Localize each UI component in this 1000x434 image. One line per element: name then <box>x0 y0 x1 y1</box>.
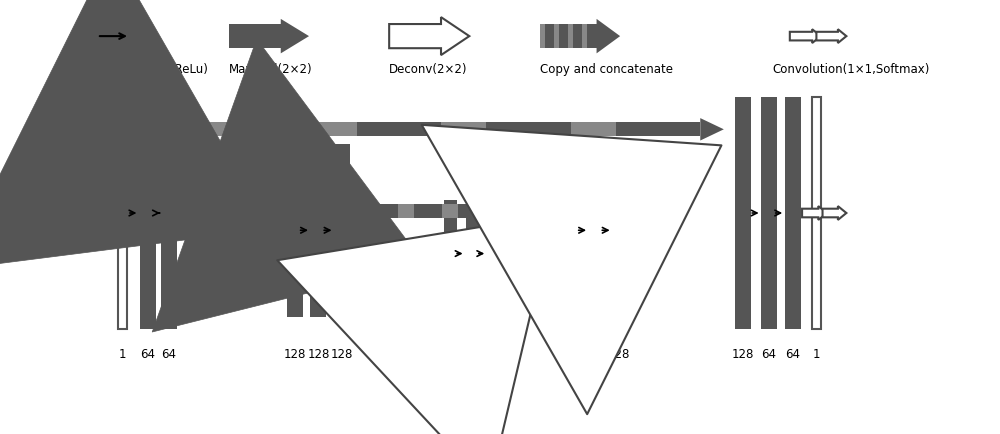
Bar <box>444 201 457 308</box>
Bar <box>466 201 479 308</box>
Text: 128: 128 <box>307 347 330 360</box>
Bar <box>334 145 350 317</box>
Bar <box>311 123 357 137</box>
Text: 64: 64 <box>785 347 800 360</box>
Bar <box>182 123 700 137</box>
Bar <box>568 25 573 49</box>
Bar <box>735 97 751 330</box>
Text: Convolution(1×1,Softmax): Convolution(1×1,Softmax) <box>773 63 930 76</box>
Bar <box>566 145 576 317</box>
Text: 1: 1 <box>119 347 126 360</box>
Text: 128: 128 <box>331 347 353 360</box>
Bar <box>140 97 156 330</box>
Bar <box>441 123 486 137</box>
Polygon shape <box>790 30 821 44</box>
Bar <box>571 123 616 137</box>
Bar <box>812 97 821 330</box>
Bar <box>354 205 531 219</box>
Bar <box>540 25 545 49</box>
Bar <box>540 25 597 49</box>
Text: Deconv(2×2): Deconv(2×2) <box>389 63 468 76</box>
Text: 64: 64 <box>140 347 155 360</box>
Text: 128: 128 <box>731 347 754 360</box>
Text: 64: 64 <box>161 347 176 360</box>
Bar <box>582 25 587 49</box>
Text: 256: 256 <box>560 347 582 360</box>
Bar <box>398 205 414 219</box>
Text: 128: 128 <box>584 347 607 360</box>
Bar <box>785 97 801 330</box>
Text: 1: 1 <box>812 347 820 360</box>
Bar <box>611 145 627 317</box>
Polygon shape <box>597 20 620 54</box>
Polygon shape <box>823 207 846 220</box>
Bar <box>354 205 370 219</box>
Bar <box>487 201 500 308</box>
Bar <box>487 205 502 219</box>
Polygon shape <box>281 20 309 54</box>
Text: 128: 128 <box>608 347 630 360</box>
Bar <box>287 145 303 317</box>
Text: 256: 256 <box>461 347 483 360</box>
Text: Convolution(3×3,ReLu): Convolution(3×3,ReLu) <box>71 63 208 76</box>
Bar <box>182 123 227 137</box>
Polygon shape <box>802 207 827 220</box>
Bar <box>554 25 559 49</box>
Text: Copy and concatenate: Copy and concatenate <box>540 63 673 76</box>
Bar <box>229 25 281 49</box>
Text: 256: 256 <box>483 347 505 360</box>
Polygon shape <box>700 119 724 141</box>
Polygon shape <box>531 201 554 223</box>
Bar <box>118 97 127 330</box>
Polygon shape <box>816 30 846 44</box>
Bar <box>442 205 458 219</box>
Bar <box>588 145 604 317</box>
Bar <box>310 145 326 317</box>
Text: Maxpool(2×2): Maxpool(2×2) <box>229 63 313 76</box>
Bar <box>761 97 777 330</box>
Text: 64: 64 <box>762 347 777 360</box>
Text: 256: 256 <box>439 347 462 360</box>
Bar <box>161 97 177 330</box>
Polygon shape <box>389 18 469 56</box>
Text: 128: 128 <box>284 347 306 360</box>
